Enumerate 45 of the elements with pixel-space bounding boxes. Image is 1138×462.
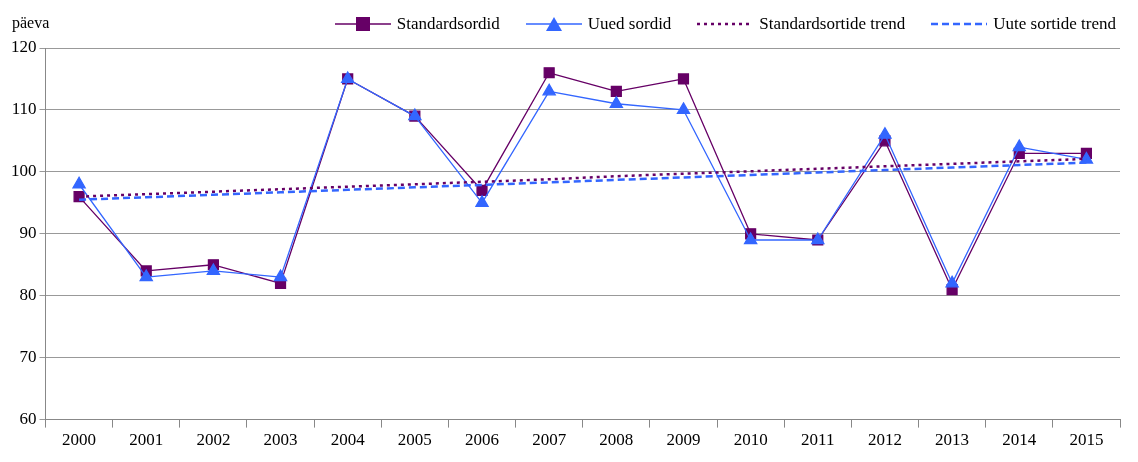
point (1079, 151, 1094, 164)
y-tick-label: 110 (11, 99, 37, 119)
point (677, 73, 690, 85)
legend-label: Uute sortide trend (993, 14, 1116, 34)
point (743, 232, 758, 245)
point (1012, 139, 1026, 152)
point (273, 269, 288, 282)
x-tick-label: 2008 (599, 430, 634, 450)
point (542, 83, 556, 96)
legend-label: Standardsortide trend (759, 14, 906, 34)
x-tick-label: 2006 (465, 430, 500, 450)
point (139, 269, 153, 282)
point (475, 195, 489, 207)
x-tick-label: 2011 (801, 430, 835, 450)
point (878, 127, 892, 139)
x-tick-label: 2009 (666, 430, 701, 450)
point (476, 184, 488, 197)
point (945, 275, 959, 288)
legend-label: Uued sordid (587, 14, 672, 34)
x-tick-label: 2014 (1002, 430, 1037, 450)
x-tick-label: 2004 (330, 430, 366, 450)
legend-label: Standardsordid (396, 14, 500, 34)
x-tick-label: 2002 (196, 430, 231, 450)
x-tick-label: 2000 (62, 430, 97, 450)
y-tick-label: 90 (19, 223, 37, 243)
y-tick-label: 60 (19, 409, 37, 429)
point (609, 96, 624, 108)
y-tick-label: 80 (19, 285, 37, 305)
point (72, 176, 86, 189)
x-tick-label: 2015 (1069, 430, 1104, 450)
y-tick-label: 120 (11, 37, 37, 57)
x-tick-label: 2010 (733, 430, 768, 450)
point (206, 263, 221, 276)
x-tick-label: 2003 (263, 430, 298, 450)
point (676, 102, 691, 115)
point (610, 85, 622, 97)
x-tick-label: 2013 (935, 430, 970, 450)
x-tick-label: 2007 (532, 430, 567, 450)
x-tick-label: 2012 (867, 430, 902, 450)
x-tick-label: 2005 (397, 430, 432, 450)
y-axis-title: päeva (12, 14, 50, 33)
x-tick-label: 2001 (129, 430, 164, 450)
y-tick-label: 70 (19, 347, 37, 367)
point (543, 67, 555, 79)
y-tick-label: 100 (11, 161, 37, 181)
